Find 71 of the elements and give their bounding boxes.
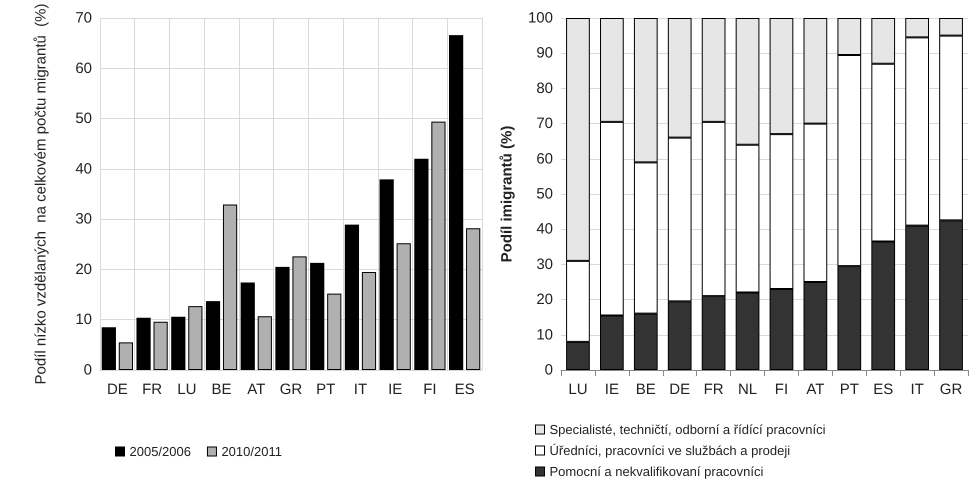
x-tick-label: AT (247, 381, 266, 398)
bar (396, 243, 411, 370)
bar (449, 35, 464, 370)
bar (258, 316, 272, 370)
y-tick-label: 10 (75, 311, 92, 328)
x-tick-label: NL (738, 381, 758, 398)
x-tick-label: BE (212, 381, 232, 398)
bar (171, 316, 186, 370)
y-tick-label: 30 (75, 210, 92, 228)
bar (327, 294, 342, 370)
bar (206, 301, 220, 370)
bar (188, 306, 202, 370)
bar (292, 256, 307, 370)
y-tick-label: 0 (544, 362, 553, 378)
y-tick-label: 0 (84, 362, 92, 378)
bar (102, 327, 116, 370)
legend-label: Úředníci, pracovníci ve službách a prodeji (550, 443, 790, 458)
x-tick-label: GR (280, 381, 302, 398)
x-tick-label: IT (910, 381, 924, 398)
bar (414, 158, 428, 370)
x-tick-label: LU (177, 381, 196, 398)
y-tick-label: 60 (536, 150, 553, 168)
y-tick-label: 20 (536, 291, 553, 308)
bar (431, 122, 446, 370)
x-tick-label: DE (669, 381, 690, 398)
bar (380, 179, 394, 370)
x-tick-label: IT (354, 381, 368, 398)
bar (344, 224, 360, 370)
y-tick-label: 50 (536, 186, 553, 202)
legend-label: Pomocní a nekvalifikovaní pracovníci (550, 464, 764, 479)
y-tick-label: 100 (528, 10, 553, 26)
legend-label: 2010/2011 (221, 444, 282, 459)
y-tick-label: 30 (536, 256, 553, 273)
y-tick-label: 10 (536, 326, 553, 344)
x-tick-label: FI (423, 381, 437, 398)
y-axis-title: Podíl nízko vzdělaných na celkovém počtu migrantů (%) (32, 3, 50, 385)
bar (118, 342, 133, 370)
y-tick-label: 70 (75, 10, 92, 26)
y-axis-title: Podíl imigrantů (%) (498, 126, 516, 262)
legend-label: Specialisté, techničtí, odborní a řídící pracovníci (550, 422, 826, 437)
legend-label: 2005/2006 (130, 444, 191, 459)
x-tick-label: LU (568, 381, 588, 398)
x-tick-label: ES (873, 381, 894, 398)
y-tick-label: 40 (75, 160, 92, 178)
y-tick-label: 20 (75, 260, 92, 278)
x-tick-label: PT (840, 381, 859, 398)
x-tick-label: DE (106, 381, 128, 398)
y-tick-label: 60 (75, 60, 92, 77)
bar (275, 266, 290, 370)
x-tick-label: ES (454, 381, 475, 398)
bar (362, 272, 376, 370)
bar (154, 322, 168, 370)
x-tick-label: IE (388, 381, 402, 398)
x-tick-label: IE (604, 381, 619, 398)
bar (466, 228, 480, 370)
y-tick-label: 50 (75, 110, 92, 128)
x-tick-label: GR (940, 381, 962, 398)
x-tick-label: PT (316, 381, 336, 398)
x-tick-label: FR (142, 381, 162, 398)
bar (240, 282, 255, 370)
x-tick-label: BE (636, 381, 656, 398)
y-tick-label: 80 (536, 80, 553, 97)
x-tick-label: FR (704, 381, 724, 398)
y-tick-label: 90 (536, 44, 553, 62)
x-tick-label: AT (806, 381, 824, 398)
bar (136, 318, 151, 370)
bar (222, 204, 238, 370)
bar (310, 262, 324, 370)
y-tick-label: 40 (536, 220, 553, 238)
y-tick-label: 70 (536, 115, 553, 132)
x-tick-label: FI (774, 381, 788, 398)
